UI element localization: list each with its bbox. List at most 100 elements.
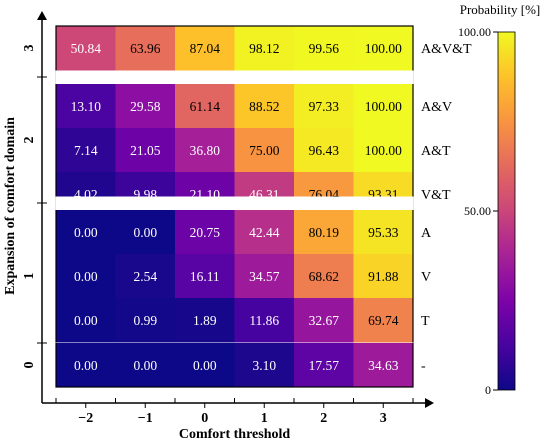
cell-value-label: 97.33 — [309, 99, 340, 114]
cell-value-label: 75.00 — [249, 143, 280, 158]
row-label: V — [421, 270, 431, 285]
cell-value-label: 7.14 — [74, 143, 98, 158]
row-label: A&T — [421, 144, 451, 159]
heatmap-cell — [294, 84, 354, 129]
cell-value-label: 100.00 — [365, 41, 402, 56]
heatmap-cell — [175, 210, 235, 255]
cell-value-label: 36.80 — [190, 143, 221, 158]
row-label: V&T — [421, 188, 451, 203]
heatmap-cell — [56, 254, 116, 299]
heatmap-cell — [56, 210, 116, 255]
heatmap-cell — [294, 210, 354, 255]
x-tick-label: 3 — [380, 411, 387, 426]
heatmap-cell — [175, 254, 235, 299]
cell-value-label: 0.00 — [133, 358, 157, 373]
x-axis-title: Comfort threshold — [179, 427, 291, 442]
row-label: - — [421, 359, 426, 374]
colorbar — [497, 31, 516, 391]
heatmap-cell — [353, 343, 414, 388]
cell-value-label: 91.88 — [368, 269, 399, 284]
cell-value-label: 0.00 — [133, 225, 157, 240]
cell-value-label: 61.14 — [190, 99, 221, 114]
cell-value-label: 0.00 — [74, 313, 98, 328]
cell-value-label: 95.33 — [368, 225, 399, 240]
cell-value-label: 88.52 — [249, 99, 279, 114]
heatmap-cell — [234, 298, 295, 343]
heatmap-cell — [353, 298, 414, 343]
row-label: A&V&T — [421, 42, 472, 57]
x-tick-label: −2 — [78, 411, 93, 426]
cell-value-label: 0.99 — [133, 313, 157, 328]
heatmap-cell — [294, 26, 354, 71]
heatmap-cell — [353, 210, 414, 255]
heatmap-cell — [175, 343, 235, 388]
heatmap-cell — [294, 254, 354, 299]
cell-value-label: 34.63 — [368, 358, 399, 373]
y-tick-label: 1 — [22, 273, 37, 280]
heatmap-cell — [56, 343, 116, 388]
heatmap-cell — [175, 26, 235, 71]
heatmap-cell — [56, 298, 116, 343]
cell-value-label: 96.43 — [309, 143, 340, 158]
x-tick-label: −1 — [138, 411, 153, 426]
cell-value-label: 50.84 — [71, 41, 102, 56]
cell-value-label: 80.19 — [309, 225, 340, 240]
cell-value-label: 17.57 — [309, 358, 340, 373]
cell-value-label: 98.12 — [249, 41, 279, 56]
group-gap — [55, 70, 414, 84]
heatmap-cell — [175, 298, 235, 343]
cell-value-label: 69.74 — [368, 313, 399, 328]
heatmap-cell — [115, 254, 176, 299]
cell-value-label: 34.57 — [249, 269, 280, 284]
cell-value-label: 13.10 — [71, 99, 102, 114]
x-axis-arrowhead — [425, 398, 434, 408]
x-tick-label: 1 — [261, 411, 268, 426]
colorbar-tick-label: 50.00 — [464, 204, 491, 218]
cell-value-label: 0.00 — [74, 225, 98, 240]
y-axis-arrowhead — [37, 11, 47, 20]
cell-value-label: 0.00 — [74, 269, 98, 284]
cell-value-label: 99.56 — [309, 41, 340, 56]
heatmap-cell — [294, 298, 354, 343]
colorbar-title: Probability [%] — [460, 2, 541, 17]
cell-value-label: 100.00 — [365, 143, 402, 158]
y-tick-label: 0 — [22, 362, 37, 369]
y-axis-title: Expansion of comfort domain — [3, 117, 18, 295]
heatmap-cell — [56, 128, 116, 173]
row-label: A&V — [421, 100, 452, 115]
heatmap-cell — [175, 128, 235, 173]
heatmap-cell — [115, 210, 176, 255]
cell-value-label: 21.05 — [130, 143, 161, 158]
colorbar-tick-label: 0 — [485, 383, 491, 397]
heatmap-cell — [234, 343, 295, 388]
heatmap-cell — [234, 26, 295, 71]
row-label: A — [421, 226, 432, 241]
heatmap-cell — [115, 298, 176, 343]
heatmap-cell — [294, 343, 354, 388]
cell-value-label: 1.89 — [193, 313, 217, 328]
heatmap-cell — [115, 26, 176, 71]
heatmap-cell — [234, 128, 295, 173]
y-tick-label: 3 — [22, 45, 37, 52]
cell-value-label: 63.96 — [130, 41, 161, 56]
cell-value-label: 100.00 — [365, 99, 402, 114]
y-tick-label: 2 — [22, 137, 37, 144]
heatmap-cell — [56, 26, 116, 71]
group-gap — [55, 342, 414, 343]
cell-value-label: 20.75 — [190, 225, 221, 240]
heatmap-cell — [234, 84, 295, 129]
cell-value-label: 29.58 — [130, 99, 161, 114]
heatmap-cell — [115, 128, 176, 173]
cell-value-label: 16.11 — [190, 269, 220, 284]
x-tick-label: 0 — [201, 411, 208, 426]
heatmap-cell — [353, 254, 414, 299]
cell-value-label: 42.44 — [249, 225, 280, 240]
heatmap-cell — [294, 128, 354, 173]
colorbar-tick-label: 100.00 — [458, 25, 491, 39]
cell-value-label: 11.86 — [249, 313, 279, 328]
heatmap-cell — [353, 26, 414, 71]
cell-value-label: 32.67 — [309, 313, 340, 328]
heatmap-cell — [115, 343, 176, 388]
heatmap-cell — [56, 84, 116, 129]
cell-value-label: 87.04 — [190, 41, 221, 56]
